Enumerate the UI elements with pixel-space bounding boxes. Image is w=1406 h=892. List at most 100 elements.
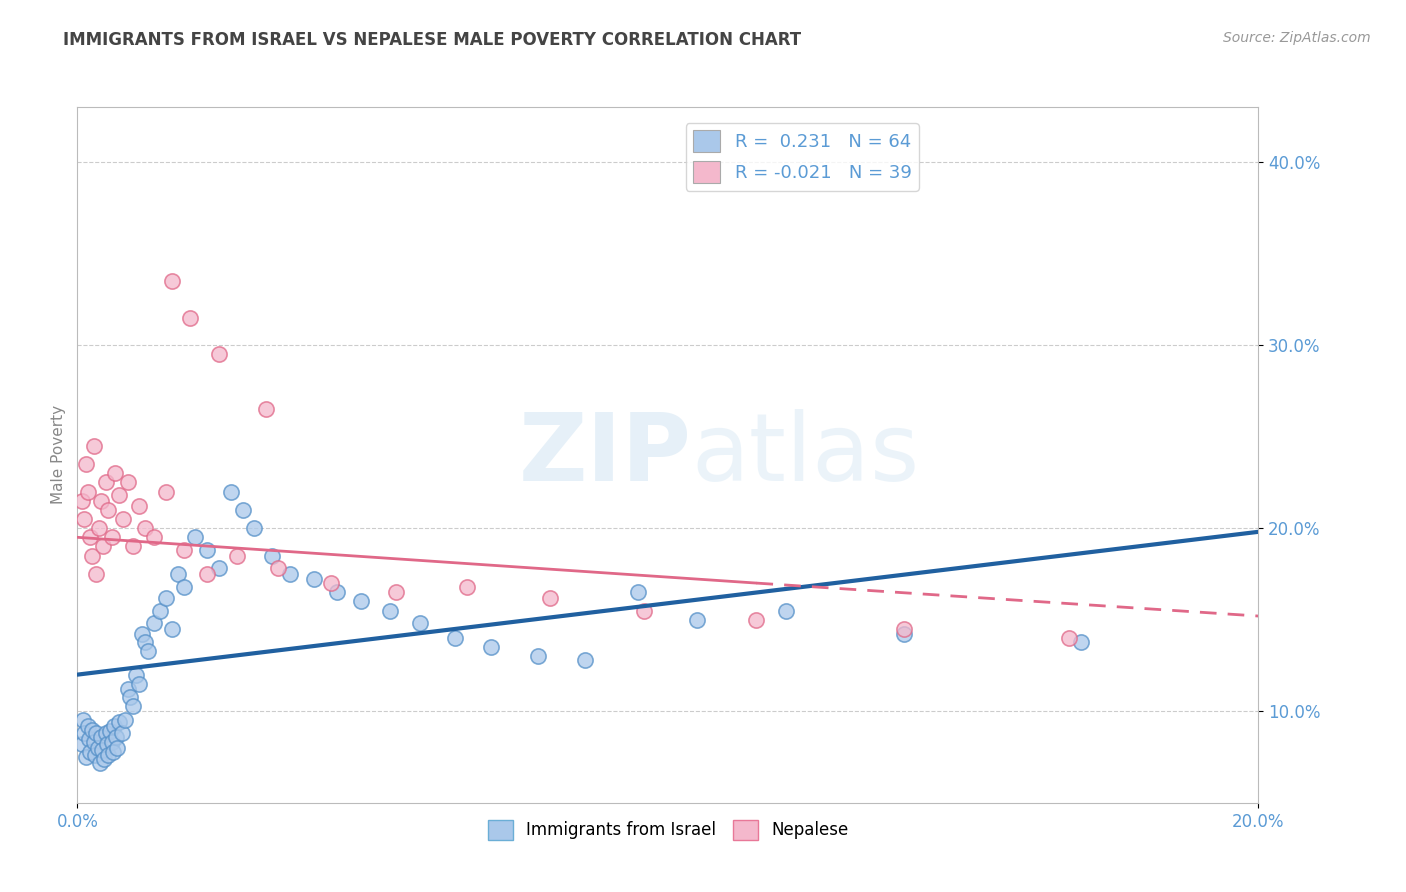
Point bbox=[87, 521, 110, 535]
Point bbox=[1070, 634, 1092, 648]
Point bbox=[225, 549, 247, 563]
Point bbox=[72, 714, 94, 728]
Point bbox=[155, 484, 177, 499]
Point bbox=[112, 512, 135, 526]
Point bbox=[633, 603, 655, 617]
Point bbox=[321, 576, 343, 591]
Point bbox=[83, 735, 105, 749]
Point bbox=[117, 682, 139, 697]
Point bbox=[254, 402, 277, 417]
Point bbox=[134, 634, 156, 648]
Point bbox=[84, 726, 107, 740]
Point bbox=[90, 730, 112, 744]
Point bbox=[380, 603, 402, 617]
Point bbox=[686, 613, 709, 627]
Point bbox=[527, 649, 550, 664]
Point bbox=[70, 493, 93, 508]
Point bbox=[208, 561, 231, 575]
Point bbox=[893, 622, 915, 636]
Point bbox=[149, 603, 172, 617]
Point bbox=[84, 566, 107, 581]
Point bbox=[1059, 631, 1081, 645]
Point bbox=[538, 591, 561, 605]
Point bbox=[77, 731, 100, 746]
Point bbox=[179, 310, 201, 325]
Point bbox=[101, 745, 124, 759]
Point bbox=[128, 499, 150, 513]
Point bbox=[350, 594, 373, 608]
Point bbox=[90, 493, 112, 508]
Point bbox=[107, 715, 129, 730]
Point bbox=[131, 627, 153, 641]
Point bbox=[100, 735, 122, 749]
Point bbox=[134, 521, 156, 535]
Point bbox=[302, 573, 325, 587]
Point bbox=[104, 730, 127, 744]
Point bbox=[98, 724, 121, 739]
Point bbox=[173, 580, 195, 594]
Text: atlas: atlas bbox=[692, 409, 920, 501]
Point bbox=[326, 585, 349, 599]
Point bbox=[94, 475, 117, 490]
Point bbox=[409, 616, 432, 631]
Point bbox=[166, 566, 188, 581]
Point bbox=[93, 752, 115, 766]
Point bbox=[208, 347, 231, 361]
Point bbox=[125, 667, 148, 681]
Point bbox=[107, 488, 129, 502]
Point bbox=[122, 540, 145, 554]
Point bbox=[262, 549, 284, 563]
Point bbox=[278, 566, 301, 581]
Legend: Immigrants from Israel, Nepalese: Immigrants from Israel, Nepalese bbox=[481, 813, 855, 847]
Point bbox=[73, 512, 96, 526]
Point bbox=[114, 714, 136, 728]
Point bbox=[232, 503, 254, 517]
Point bbox=[83, 439, 105, 453]
Point bbox=[94, 726, 117, 740]
Point bbox=[84, 748, 107, 763]
Point bbox=[70, 737, 93, 751]
Point bbox=[97, 503, 120, 517]
Point bbox=[89, 756, 111, 770]
Point bbox=[160, 274, 183, 288]
Text: ZIP: ZIP bbox=[519, 409, 692, 501]
Point bbox=[627, 585, 650, 599]
Text: Source: ZipAtlas.com: Source: ZipAtlas.com bbox=[1223, 31, 1371, 45]
Point bbox=[120, 690, 142, 704]
Point bbox=[479, 640, 502, 655]
Point bbox=[195, 543, 218, 558]
Point bbox=[385, 585, 408, 599]
Point bbox=[79, 530, 101, 544]
Point bbox=[107, 740, 129, 755]
Point bbox=[444, 631, 467, 645]
Point bbox=[103, 719, 125, 733]
Point bbox=[160, 622, 183, 636]
Point bbox=[136, 644, 159, 658]
Point bbox=[117, 475, 139, 490]
Point bbox=[775, 603, 797, 617]
Point bbox=[456, 580, 478, 594]
Point bbox=[155, 591, 177, 605]
Point bbox=[77, 719, 100, 733]
Point bbox=[104, 467, 127, 481]
Point bbox=[122, 698, 145, 713]
Point bbox=[574, 653, 596, 667]
Point bbox=[128, 677, 150, 691]
Point bbox=[82, 723, 104, 737]
Y-axis label: Male Poverty: Male Poverty bbox=[51, 405, 66, 505]
Point bbox=[87, 740, 110, 755]
Point bbox=[79, 745, 101, 759]
Point bbox=[267, 561, 290, 575]
Point bbox=[77, 484, 100, 499]
Point bbox=[100, 530, 122, 544]
Point bbox=[75, 457, 97, 471]
Point bbox=[111, 726, 132, 740]
Point bbox=[91, 742, 114, 756]
Point bbox=[75, 750, 97, 764]
Point bbox=[91, 540, 114, 554]
Point bbox=[73, 726, 96, 740]
Point bbox=[184, 530, 207, 544]
Point bbox=[243, 521, 266, 535]
Point bbox=[173, 543, 195, 558]
Point bbox=[96, 737, 118, 751]
